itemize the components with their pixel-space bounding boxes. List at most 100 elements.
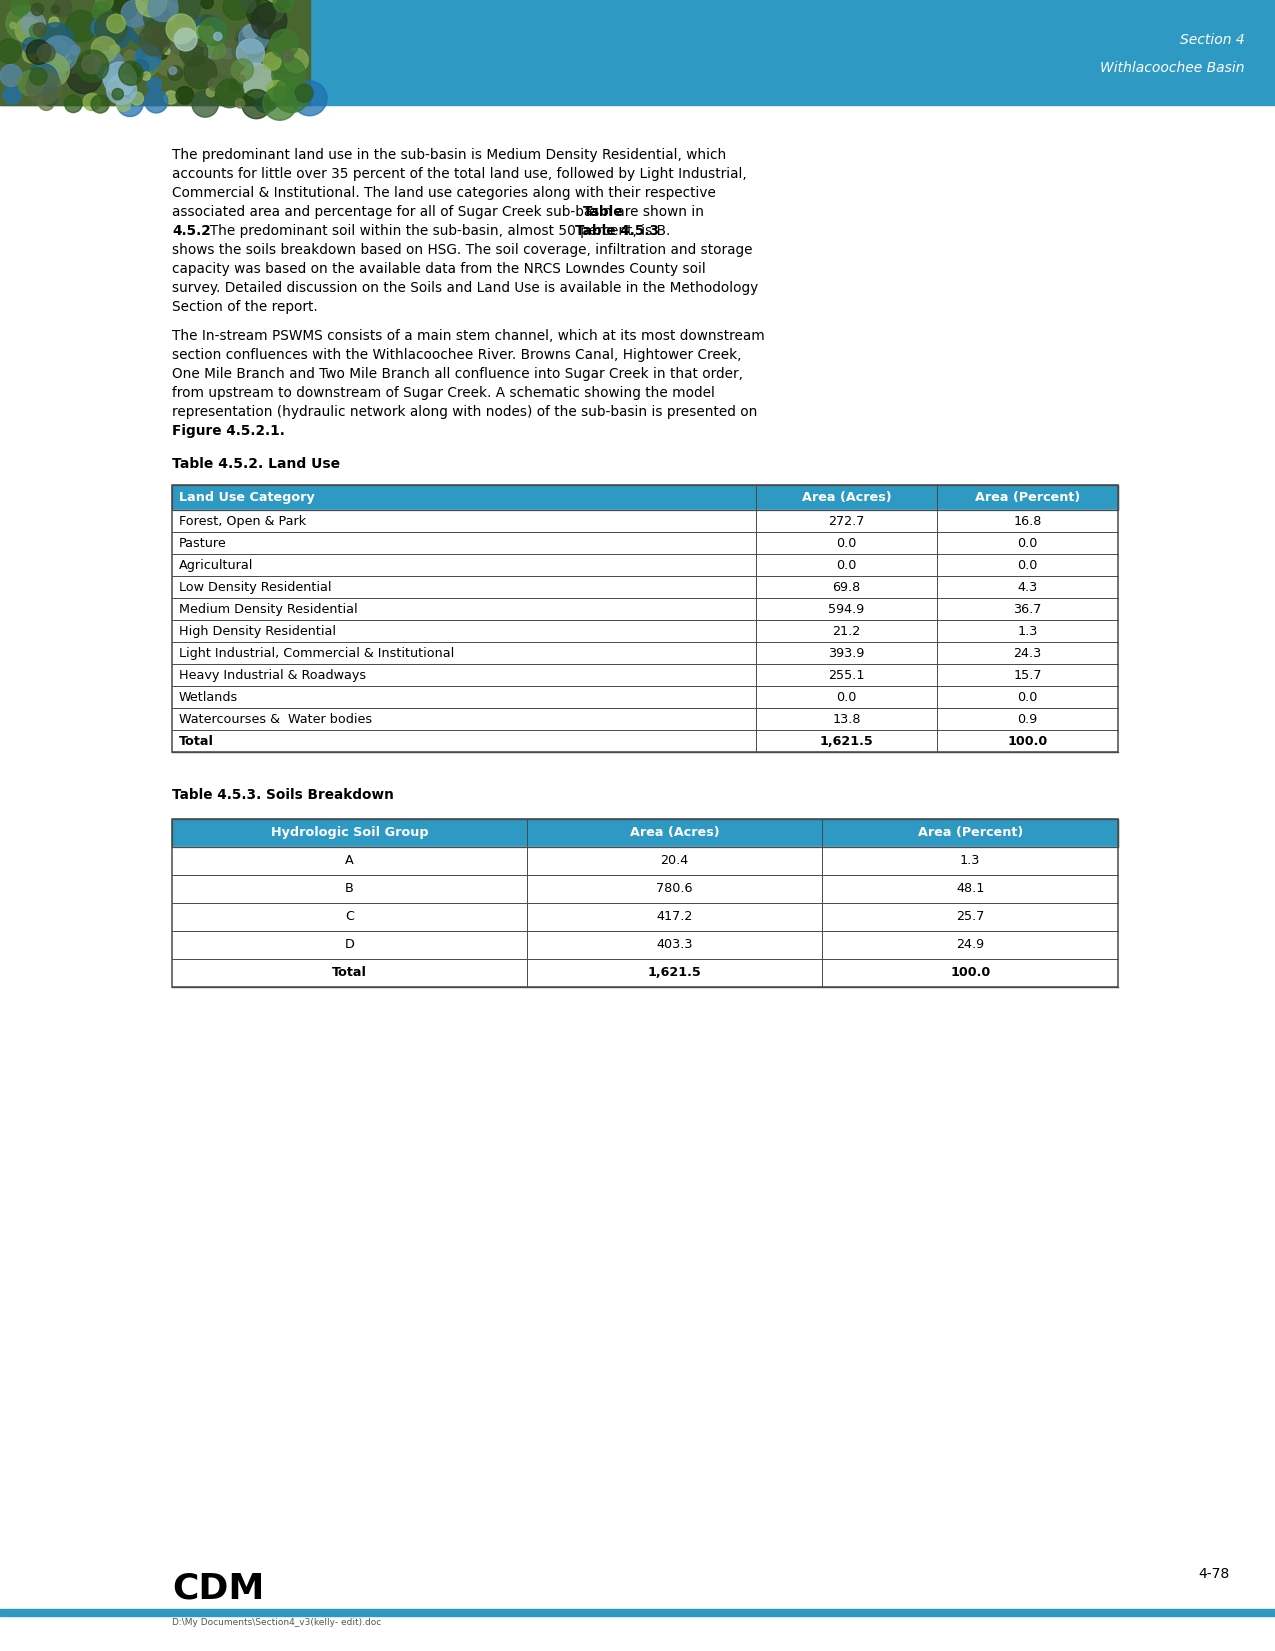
Circle shape <box>157 0 177 21</box>
Text: D:\My Documents\Section4_v3(kelly- edit).doc: D:\My Documents\Section4_v3(kelly- edit)… <box>172 1618 381 1626</box>
Bar <box>172 642 1118 664</box>
Circle shape <box>29 68 47 86</box>
Circle shape <box>193 91 218 117</box>
Bar <box>172 730 1118 753</box>
Circle shape <box>263 86 297 121</box>
Circle shape <box>201 0 213 8</box>
Circle shape <box>166 0 200 23</box>
Circle shape <box>194 48 200 53</box>
Text: Table 4.5.3: Table 4.5.3 <box>575 225 659 238</box>
Circle shape <box>131 59 149 76</box>
Circle shape <box>97 64 116 83</box>
Text: Area (Percent): Area (Percent) <box>918 826 1023 839</box>
Circle shape <box>131 5 163 36</box>
Circle shape <box>65 94 82 112</box>
Circle shape <box>236 51 263 78</box>
Bar <box>172 598 1118 621</box>
Circle shape <box>223 48 233 59</box>
Circle shape <box>242 89 272 119</box>
Text: The In-stream PSWMS consists of a main stem channel, which at its most downstrea: The In-stream PSWMS consists of a main s… <box>172 330 765 343</box>
Circle shape <box>119 61 143 86</box>
Circle shape <box>168 66 182 81</box>
Text: Section of the report.: Section of the report. <box>172 300 317 314</box>
Text: Medium Density Residential: Medium Density Residential <box>179 603 357 616</box>
Text: 0.0: 0.0 <box>1017 558 1038 571</box>
Circle shape <box>176 86 194 104</box>
Circle shape <box>124 50 136 63</box>
Text: section confluences with the Withlacoochee River. Browns Canal, Hightower Creek,: section confluences with the Withlacooch… <box>172 348 742 363</box>
Circle shape <box>4 86 22 104</box>
Circle shape <box>38 23 73 58</box>
Bar <box>172 959 1118 987</box>
Circle shape <box>96 0 113 10</box>
Circle shape <box>66 59 80 73</box>
Bar <box>172 847 1118 875</box>
Circle shape <box>196 81 204 89</box>
Circle shape <box>91 96 110 112</box>
Circle shape <box>231 59 254 81</box>
Circle shape <box>251 89 261 99</box>
Text: 594.9: 594.9 <box>829 603 864 616</box>
Text: 0.0: 0.0 <box>836 690 857 703</box>
Bar <box>172 621 1118 642</box>
Bar <box>172 485 1118 753</box>
Circle shape <box>251 3 287 38</box>
Circle shape <box>209 41 226 59</box>
Circle shape <box>107 74 136 104</box>
Circle shape <box>272 58 306 91</box>
Circle shape <box>204 45 219 59</box>
Text: 15.7: 15.7 <box>1014 669 1042 682</box>
Text: 48.1: 48.1 <box>956 882 984 895</box>
Circle shape <box>246 56 258 68</box>
Text: Agricultural: Agricultural <box>179 558 254 571</box>
Circle shape <box>241 0 256 13</box>
Text: . The predominant soil within the sub-basin, almost 50 percent, is B.: . The predominant soil within the sub-ba… <box>201 225 676 238</box>
Circle shape <box>10 23 17 28</box>
Circle shape <box>76 50 108 83</box>
Text: Heavy Industrial & Roadways: Heavy Industrial & Roadways <box>179 669 366 682</box>
Text: Table: Table <box>583 205 623 220</box>
Text: Hydrologic Soil Group: Hydrologic Soil Group <box>270 826 428 839</box>
Circle shape <box>37 51 69 84</box>
Bar <box>0 0 310 106</box>
Bar <box>172 931 1118 959</box>
Text: 780.6: 780.6 <box>657 882 692 895</box>
Text: 0.0: 0.0 <box>1017 537 1038 550</box>
Text: Area (Acres): Area (Acres) <box>630 826 719 839</box>
Circle shape <box>42 36 78 71</box>
Text: survey. Detailed discussion on the Soils and Land Use is available in the Method: survey. Detailed discussion on the Soils… <box>172 281 759 296</box>
Text: Total: Total <box>332 966 367 979</box>
Text: 24.9: 24.9 <box>956 938 984 951</box>
Bar <box>172 819 1118 987</box>
Circle shape <box>120 83 131 94</box>
Circle shape <box>111 45 120 54</box>
Circle shape <box>274 78 310 112</box>
Text: 272.7: 272.7 <box>829 515 864 528</box>
Text: 36.7: 36.7 <box>1014 603 1042 616</box>
Circle shape <box>82 54 101 74</box>
Bar <box>172 555 1118 576</box>
Circle shape <box>15 17 42 45</box>
Circle shape <box>284 48 309 73</box>
Text: Low Density Residential: Low Density Residential <box>179 581 332 594</box>
Circle shape <box>121 0 148 26</box>
Text: High Density Residential: High Density Residential <box>179 624 337 637</box>
Circle shape <box>270 30 298 58</box>
Text: CDM: CDM <box>172 1572 264 1605</box>
Text: Pasture: Pasture <box>179 537 227 550</box>
Text: 0.9: 0.9 <box>1017 713 1038 726</box>
Bar <box>172 819 1118 847</box>
Circle shape <box>38 94 55 111</box>
Bar <box>172 687 1118 708</box>
Circle shape <box>27 63 59 94</box>
Text: B: B <box>346 882 353 895</box>
Bar <box>172 510 1118 532</box>
Circle shape <box>207 88 215 97</box>
Text: 20.4: 20.4 <box>660 854 689 867</box>
Circle shape <box>150 30 168 48</box>
Circle shape <box>23 38 38 53</box>
Circle shape <box>37 46 66 76</box>
Text: Commercial & Institutional. The land use categories along with their respective: Commercial & Institutional. The land use… <box>172 187 715 200</box>
Circle shape <box>175 28 198 51</box>
Text: 1.3: 1.3 <box>960 854 980 867</box>
